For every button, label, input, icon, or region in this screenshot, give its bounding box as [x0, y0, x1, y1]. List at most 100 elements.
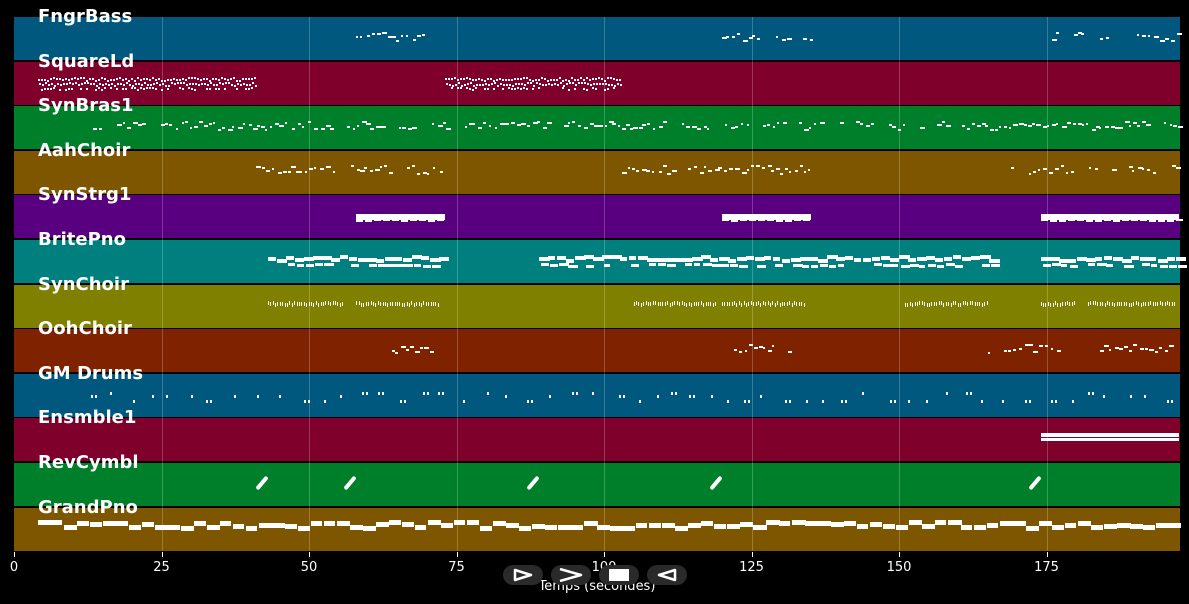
note [863, 257, 872, 262]
note [385, 302, 386, 307]
note [639, 400, 642, 404]
note [803, 303, 805, 308]
note [756, 37, 760, 40]
note [999, 125, 1002, 128]
note [181, 78, 184, 81]
note [1108, 348, 1111, 351]
note [291, 166, 297, 169]
note [151, 77, 154, 80]
note [1121, 258, 1132, 263]
note [561, 87, 564, 90]
note [584, 126, 589, 129]
note [52, 77, 55, 80]
note [492, 80, 495, 83]
note [598, 83, 601, 86]
note [1149, 348, 1155, 351]
note [361, 392, 364, 396]
note [1147, 169, 1151, 172]
note [1028, 475, 1042, 490]
note [486, 78, 489, 81]
note [591, 87, 594, 90]
note [431, 264, 441, 268]
note [783, 121, 788, 124]
note [304, 171, 307, 174]
note [727, 400, 730, 404]
stop-button[interactable] [599, 565, 639, 585]
note [301, 302, 303, 307]
note [843, 521, 856, 527]
note [250, 87, 253, 90]
note [98, 83, 101, 86]
note [95, 85, 98, 88]
note [160, 89, 163, 92]
note [305, 263, 314, 267]
note [228, 128, 234, 131]
note [715, 302, 717, 307]
note [191, 83, 194, 86]
note [711, 395, 714, 399]
note [662, 120, 667, 123]
note [688, 168, 692, 171]
note [332, 301, 334, 306]
note [1076, 218, 1084, 221]
note [1169, 123, 1172, 126]
note [321, 255, 332, 260]
note [969, 301, 971, 306]
note [189, 126, 192, 129]
note [472, 122, 475, 125]
note [1057, 349, 1061, 352]
note [1170, 400, 1173, 404]
note [667, 263, 677, 267]
note [1170, 39, 1175, 42]
note [287, 262, 295, 266]
note [43, 79, 46, 82]
rewind-button[interactable] [647, 565, 687, 585]
note [1103, 344, 1109, 347]
note [44, 82, 47, 85]
note [1137, 124, 1141, 127]
note [516, 123, 521, 126]
note [395, 263, 406, 267]
note [1090, 525, 1103, 531]
note [872, 256, 881, 261]
note [1055, 301, 1056, 306]
note [130, 78, 133, 81]
note [596, 525, 610, 531]
note [127, 80, 130, 83]
note [652, 127, 655, 130]
note [962, 301, 964, 306]
note [472, 85, 475, 88]
note [519, 88, 522, 91]
note [686, 125, 691, 128]
note [1121, 302, 1123, 307]
note [791, 303, 793, 308]
note [984, 302, 986, 307]
note [919, 126, 925, 129]
note [793, 263, 804, 267]
note [463, 84, 466, 87]
note [700, 172, 705, 175]
note [710, 302, 712, 307]
note [1040, 302, 1042, 307]
fast-forward-button[interactable] [551, 565, 591, 585]
note [447, 78, 450, 81]
note [141, 122, 146, 125]
note [750, 301, 752, 306]
note [489, 78, 492, 81]
note [89, 522, 102, 528]
note [1047, 302, 1049, 307]
note [451, 85, 454, 88]
note [248, 84, 251, 87]
note [734, 301, 735, 306]
note [573, 88, 576, 91]
note [141, 522, 154, 528]
note [532, 121, 538, 124]
note [300, 171, 302, 174]
play-button[interactable] [503, 565, 543, 585]
note [411, 165, 415, 168]
note [389, 172, 394, 175]
note [406, 302, 408, 307]
note [856, 524, 868, 530]
note [384, 256, 395, 261]
note [416, 302, 418, 307]
